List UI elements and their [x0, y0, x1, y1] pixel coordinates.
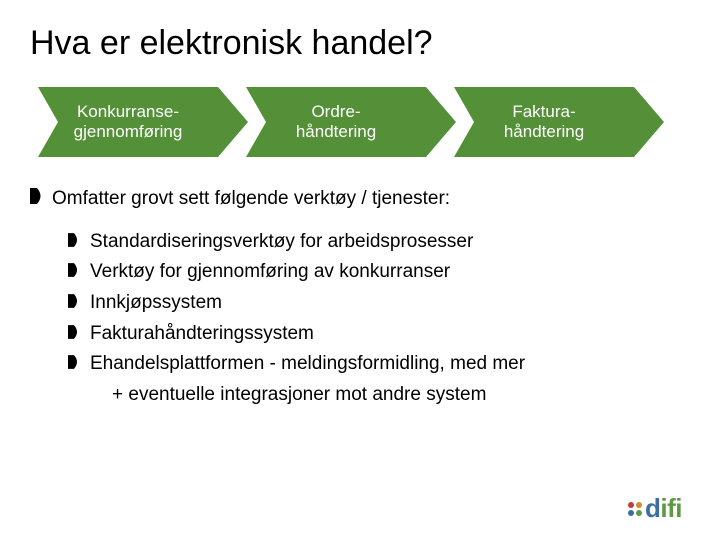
list-item: Standardiseringsverktøy for arbeidsprose… [68, 230, 690, 255]
list-item-text: Verktøy for gjennomføring av konkurranse… [90, 260, 450, 285]
list-item-text: Fakturahåndteringssystem [90, 322, 314, 347]
plus-line: + eventuelle integrasjoner mot andre sys… [112, 383, 690, 408]
pointer-bullet-icon [30, 188, 44, 204]
logo-dots-icon [628, 502, 642, 516]
arrow-step-1: Konkurranse-gjennomføring [38, 87, 238, 157]
list-item: Fakturahåndteringssystem [68, 322, 690, 347]
arrow-step-3: Faktura-håndtering [454, 87, 654, 157]
pointer-bullet-icon [68, 325, 80, 339]
pointer-bullet-icon [68, 355, 80, 369]
intro-line: Omfatter grovt sett følgende verktøy / t… [30, 187, 690, 212]
list-item: Verktøy for gjennomføring av konkurranse… [68, 260, 690, 285]
logo-text: difi [645, 493, 682, 524]
process-arrow-row: Konkurranse-gjennomføring Ordre-håndteri… [38, 87, 690, 157]
slide-title: Hva er elektronisk handel? [30, 24, 690, 63]
arrow-label-2: Ordre-håndtering [246, 87, 426, 157]
pointer-bullet-icon [68, 233, 80, 247]
list-item-text: Innkjøpssystem [90, 291, 222, 316]
pointer-bullet-icon [68, 263, 80, 277]
slide-container: Hva er elektronisk handel? Konkurranse-g… [0, 0, 720, 540]
difi-logo: difi [628, 493, 682, 524]
intro-text: Omfatter grovt sett følgende verktøy / t… [52, 187, 450, 212]
arrow-label-3: Faktura-håndtering [454, 87, 634, 157]
list-item: Ehandelsplattformen - meldingsformidling… [68, 352, 690, 377]
list-item: Innkjøpssystem [68, 291, 690, 316]
pointer-bullet-icon [68, 294, 80, 308]
arrow-step-2: Ordre-håndtering [246, 87, 446, 157]
list-item-text: Ehandelsplattformen - meldingsformidling… [90, 352, 525, 377]
sub-item-list: Standardiseringsverktøy for arbeidsprose… [68, 230, 690, 408]
arrow-label-1: Konkurranse-gjennomføring [38, 87, 218, 157]
list-item-text: Standardiseringsverktøy for arbeidsprose… [90, 230, 473, 255]
